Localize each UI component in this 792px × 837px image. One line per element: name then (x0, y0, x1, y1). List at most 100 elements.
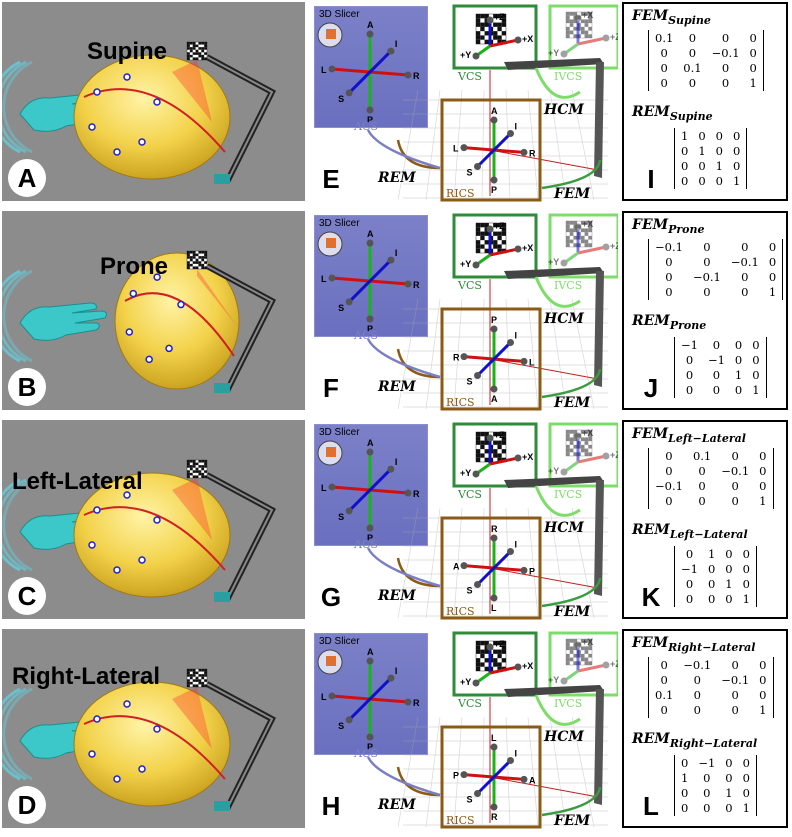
triad-label-up: +X (582, 219, 593, 229)
slicer-title: 3D Slicer (319, 636, 360, 647)
matrix-cell: −0.1 (721, 673, 750, 687)
axis-label-right: R (413, 698, 420, 708)
axis-knob (520, 357, 528, 365)
slicer-title: 3D Slicer (319, 427, 360, 438)
vcs-box (452, 631, 538, 697)
matrix-cell: 0 (752, 353, 760, 367)
axis-label-right_up: I (515, 331, 518, 341)
matrix: 0.1 0 0 0 0 0 −0.1 0 0 0.1 0 0 0 0 0 1 (648, 30, 764, 91)
axis-knob (490, 743, 498, 751)
matrix-cell: −1 (707, 353, 725, 367)
rics-label: RICS (446, 396, 475, 409)
matrix-cell: 1 (725, 577, 733, 591)
triad-label-up: +Z (494, 430, 505, 440)
vcs-axes: +Z +X +Y (460, 12, 533, 60)
matrix-cell: 0 (759, 673, 767, 687)
panel-tag: F (312, 369, 350, 407)
rem-label: REM (377, 379, 416, 395)
coordinate-diagram: 3D Slicer A P L R I S +Z +X +Y +X +Z +Y A P L R I S ACS VCS I… (308, 0, 618, 204)
coordinate-diagram: 3D Slicer A P L R I S +Z +X +Y +X +Z +Y R L A P I S ACS VCS I… (308, 418, 618, 622)
axis-knob (507, 757, 514, 764)
head-model (114, 252, 240, 390)
matrix-cell: 1 (759, 703, 767, 717)
triad-label-up: +Z (494, 639, 505, 649)
signal-ring (2, 269, 33, 363)
rics-box (440, 307, 542, 411)
matrix-cell: 0 (681, 144, 689, 158)
fem-title: FEMSupine (632, 8, 711, 27)
matrix-cell: 0 (688, 76, 697, 90)
rem-arrow (396, 557, 441, 588)
matrix-cell: 0 (725, 547, 733, 561)
fem-title-sub: Left−Lateral (668, 431, 746, 445)
matrix-cell: 0 (685, 547, 694, 561)
triad-label-right: +Z (610, 659, 618, 669)
fem-arrow (541, 786, 602, 817)
axis-label-top: A (491, 106, 498, 116)
matrix-cell: −1 (681, 338, 698, 352)
matrix-cell: 0 (725, 562, 733, 576)
matrix-cell: 0 (660, 673, 668, 687)
matrix-cell: 0 (731, 479, 739, 493)
ivcs-axes: +X +Z +Y (548, 428, 618, 476)
rics-gizmo: P A R L I S (453, 315, 535, 404)
acs-link-arrow (366, 338, 441, 379)
matrix-cell: 0 (665, 494, 673, 508)
matrix-cell: 0 (749, 31, 757, 45)
axis-label-top: L (491, 733, 497, 743)
fem-title-main: FEM (632, 635, 669, 651)
matrix-cell: 0 (703, 771, 711, 785)
rics-gizmo: A P L R I S (453, 106, 536, 195)
slicer-logo-cube (326, 447, 336, 457)
rem-title: REMLeft−Lateral (632, 522, 748, 541)
hcm-label: HCM (543, 311, 584, 327)
triad-label-right: +X (522, 34, 533, 44)
matrix: 0 0.1 0 0 0 0 −0.1 0 −0.1 0 0 0 0 0 0 1 (648, 448, 774, 509)
axis-label-right_up: I (515, 540, 518, 550)
projection-cone (197, 269, 237, 326)
matrix-cell: −0.1 (711, 46, 740, 60)
axis-knob (404, 71, 412, 79)
triad-label-up: +Z (494, 221, 505, 231)
matrix: 0 1 0 0 −1 0 0 0 0 0 1 0 0 0 0 1 (674, 546, 757, 607)
arm-bar (504, 267, 604, 279)
panel-tag: A (8, 159, 46, 197)
matrix-cell: 0 (685, 353, 694, 367)
axis-knob (490, 594, 498, 602)
matrix-cell: 0 (698, 129, 706, 143)
matrix-cell: 0 (731, 494, 739, 508)
axis-label-right: L (529, 357, 535, 367)
matrix-cell: 0 (660, 61, 668, 75)
scene-canvas (2, 250, 276, 393)
scene-canvas (2, 459, 276, 602)
matrix-panel: FEMSupine 0.1 0 0 0 0 0 −0.1 0 0 0.1 0 0 0 0 0 1 REMSupin… (622, 2, 788, 201)
position-label: Right-Lateral (12, 663, 161, 690)
matrix-cell: 0 (742, 577, 750, 591)
vcs-label: VCS (457, 70, 482, 83)
axis-knob (328, 65, 336, 73)
matrix-cell: 0 (721, 76, 730, 90)
matrix-cell: 0 (732, 159, 741, 173)
axis-knob (520, 775, 528, 783)
vcs-axes: +Z +X +Y (460, 430, 533, 478)
matrix-cell: 0 (725, 771, 733, 785)
ivcs-axes: +X +Z +Y (548, 637, 618, 685)
qr-marker (186, 250, 208, 270)
axis-knob (520, 148, 528, 156)
matrix-cell: 0 (660, 76, 668, 90)
triad-label-right: +X (522, 661, 533, 671)
ivcs-label: IVCS (554, 697, 582, 710)
scene-canvas (2, 41, 276, 184)
position-label: Left-Lateral (12, 468, 143, 495)
axis-label-right: A (529, 775, 536, 785)
diagram-canvas: A P L R I S +Z +X +Y +X +Z +Y A P L R I S ACS VCS IVCS RICS RE… (317, 4, 618, 202)
fiducial-marker (123, 491, 131, 499)
fem-title: FEMProne (632, 217, 705, 236)
fem-arrow (541, 159, 602, 190)
triad-label-up: +X (582, 428, 593, 438)
axis-label-top: A (367, 229, 374, 239)
signal-ring (2, 687, 27, 781)
axis-knob (328, 692, 336, 700)
